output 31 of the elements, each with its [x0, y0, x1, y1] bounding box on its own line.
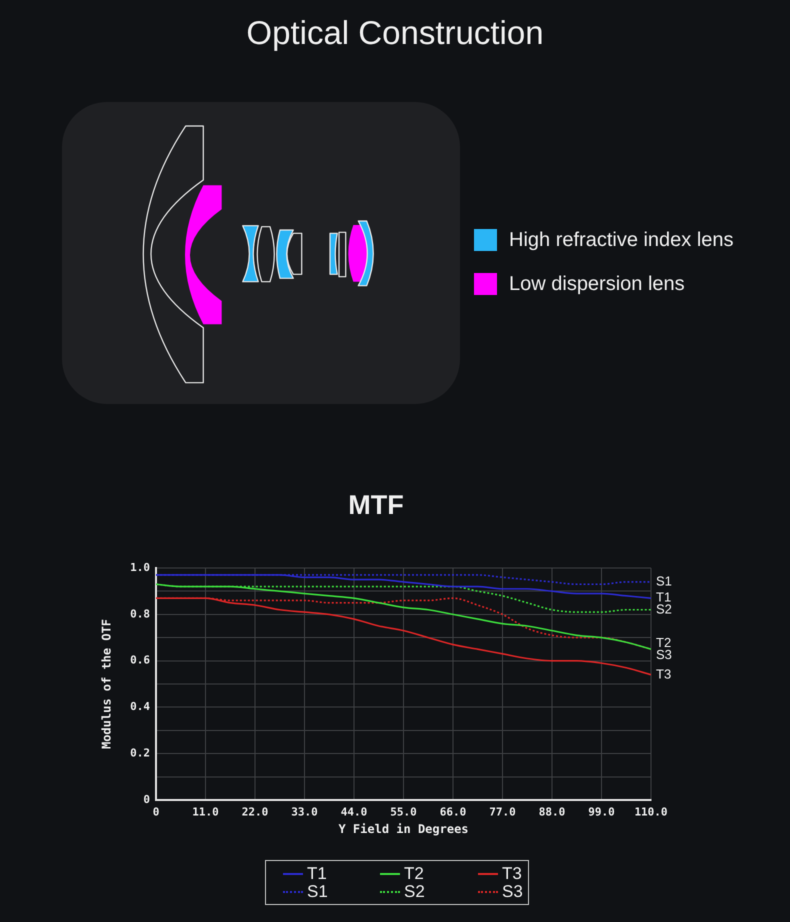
text: T3 — [656, 666, 672, 682]
y-tick-label: 0.8 — [130, 607, 150, 620]
x-tick-label: 99.0 — [588, 805, 615, 818]
legend-label: S3 — [502, 882, 523, 900]
x-axis-title: Y Field in Degrees — [338, 822, 469, 836]
legend-label: T2 — [404, 864, 424, 882]
text: S1 — [656, 574, 672, 588]
y-tick-label: 0.2 — [130, 746, 150, 760]
y-tick-label: 0 — [143, 792, 150, 806]
legend-label: S2 — [404, 882, 425, 900]
x-tick-label: 88.0 — [538, 805, 566, 818]
legend-label: T3 — [502, 864, 522, 882]
x-tick-label: 44.0 — [340, 805, 368, 818]
text: Optical Construction — [245, 14, 545, 52]
y-tick-label: 0.4 — [130, 700, 150, 714]
y-tick-label: 0.6 — [130, 654, 150, 667]
legend-label: S1 — [307, 882, 328, 900]
x-tick-label: 11.0 — [192, 805, 219, 818]
y-axis-title: Modulus of the OTF — [99, 618, 114, 750]
x-tick-label: 66.0 — [440, 805, 466, 818]
y-tick-label: 1.0 — [130, 560, 150, 574]
x-tick-label: 22.0 — [242, 805, 268, 818]
x-tick-label: 0 — [152, 805, 160, 818]
chart-title: MTF — [347, 489, 405, 521]
x-tick-label: 110.0 — [634, 805, 668, 818]
x-tick-label: 33.0 — [291, 805, 318, 818]
text: Low dispersion lens — [509, 272, 685, 296]
x-tick-label: 77.0 — [489, 805, 516, 818]
legend-label: T1 — [307, 864, 327, 882]
x-tick-label: 55.0 — [390, 805, 417, 818]
text: High refractive index lens — [509, 228, 734, 252]
